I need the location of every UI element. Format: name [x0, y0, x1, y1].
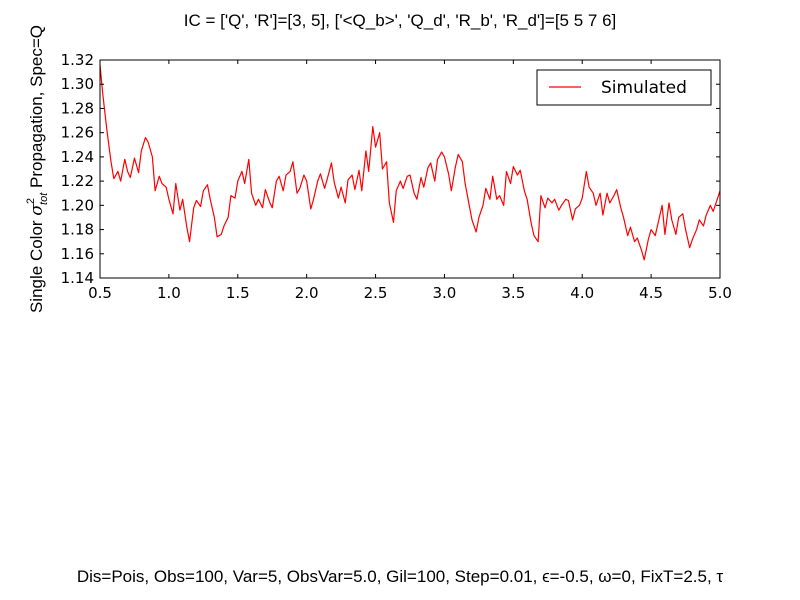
x-tick-labels: 0.5 1.0 1.5 2.0 2.5 3.0 3.5 4.0 4.5 5.0 [88, 284, 732, 302]
x-tick-label: 2.5 [364, 284, 388, 302]
y-tick-label: 1.24 [61, 148, 94, 166]
y-tick-label: 1.26 [61, 124, 94, 142]
y-tick-label: 1.20 [61, 196, 94, 214]
y-tick-labels: 1.14 1.16 1.18 1.20 1.22 1.24 1.26 1.28 1.30 1.32 [61, 51, 94, 287]
legend: Simulated [536, 69, 712, 106]
y-tick-label: 1.14 [61, 269, 94, 287]
x-tick-label: 2.0 [295, 284, 319, 302]
x-tick-label: 1.0 [157, 284, 181, 302]
x-tick-label: 1.5 [226, 284, 250, 302]
y-axis-label-suffix: Propagation, Spec=Q [27, 25, 46, 193]
y-tick-label: 1.28 [61, 99, 94, 117]
y-tick-label: 1.30 [61, 75, 94, 93]
y-tick-label: 1.32 [61, 51, 94, 69]
x-tick-label: 3.0 [433, 284, 457, 302]
y-tick-label: 1.16 [61, 245, 94, 263]
y-axis-label: Single Color σ2tot Propagation, Spec=Q [25, 25, 50, 313]
x-tick-label: 0.5 [88, 284, 112, 302]
y-tick-label: 1.22 [61, 172, 94, 190]
y-tick-label: 1.18 [61, 221, 94, 239]
plot-area [99, 64, 721, 261]
y-axis-label-sup: 2 [25, 198, 37, 204]
axes-frame [99, 59, 721, 279]
y-axis-label-prefix: Single Color [27, 216, 46, 313]
x-tick-label: 4.5 [639, 284, 663, 302]
series-line-simulated [99, 64, 721, 261]
legend-label-simulated: Simulated [601, 78, 687, 98]
y-axis-label-sub: tot [38, 192, 50, 205]
chart-title: IC = ['Q', 'R']=[3, 5], ['<Q_b>', 'Q_d',… [184, 11, 617, 30]
y-axis-label-sigma: σ [27, 204, 47, 216]
x-tick-label: 4.0 [570, 284, 594, 302]
x-tick-label: 5.0 [708, 284, 732, 302]
footer-text: Dis=Pois, Obs=100, Var=5, ObsVar=5.0, Gi… [77, 567, 724, 586]
x-tick-label: 3.5 [501, 284, 525, 302]
